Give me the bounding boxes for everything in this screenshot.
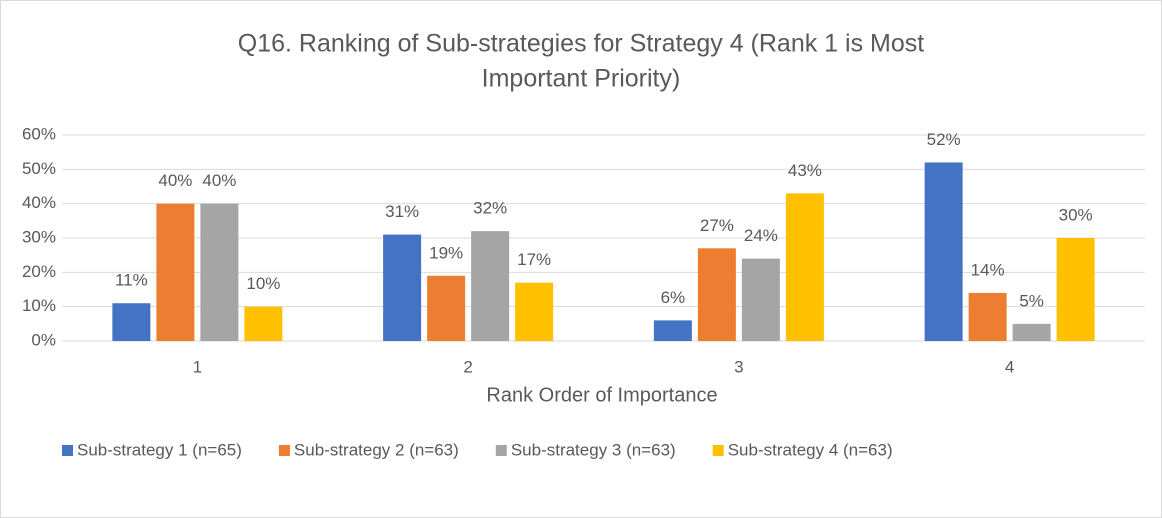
bar <box>968 292 1007 341</box>
bar <box>515 282 554 341</box>
bar <box>785 193 824 341</box>
bar <box>1012 323 1051 341</box>
bar <box>471 231 510 341</box>
value-label: 27% <box>700 216 734 235</box>
value-label: 11% <box>115 271 148 290</box>
x-tick-label: 1 <box>193 357 202 376</box>
y-tick-label: 10% <box>22 296 56 315</box>
legend-label: Sub-strategy 1 (n=65) <box>77 440 242 459</box>
legend-swatch <box>278 445 290 456</box>
y-tick-label: 30% <box>22 227 56 246</box>
value-label: 30% <box>1059 205 1093 224</box>
legend-swatch <box>495 445 507 456</box>
chart-title: Q16. Ranking of Sub-strategies for Strat… <box>238 30 924 58</box>
y-tick-label: 0% <box>31 330 56 349</box>
value-label: 10% <box>246 274 280 293</box>
value-label: 19% <box>429 243 463 262</box>
bar <box>427 275 466 341</box>
bar <box>112 303 151 341</box>
value-label: 52% <box>927 130 961 149</box>
legend-swatch <box>712 445 724 456</box>
legend-label: Sub-strategy 2 (n=63) <box>294 440 459 459</box>
bar <box>924 162 963 341</box>
bar <box>1056 238 1095 341</box>
value-label: 5% <box>1019 291 1044 310</box>
y-tick-label: 50% <box>22 159 56 178</box>
bar <box>741 258 780 341</box>
x-tick-label: 2 <box>463 357 472 376</box>
value-label: 24% <box>744 226 778 245</box>
legend-label: Sub-strategy 4 (n=63) <box>728 440 893 459</box>
y-tick-label: 20% <box>22 262 56 281</box>
legend-label: Sub-strategy 3 (n=63) <box>511 440 676 459</box>
value-label: 6% <box>661 288 686 307</box>
bar <box>383 234 422 341</box>
value-label: 17% <box>517 250 551 269</box>
value-label: 43% <box>788 161 822 180</box>
value-label: 40% <box>202 171 236 190</box>
value-label: 32% <box>473 199 507 218</box>
bar <box>200 203 239 341</box>
bar <box>653 320 692 341</box>
y-tick-label: 40% <box>22 193 56 212</box>
x-axis-title: Rank Order of Importance <box>486 384 717 406</box>
legend-swatch <box>62 445 73 456</box>
value-label: 40% <box>158 171 192 190</box>
bar <box>244 306 283 341</box>
chart-title: Important Priority) <box>482 65 681 93</box>
y-tick-label: 60% <box>22 124 56 143</box>
x-tick-label: 3 <box>734 357 743 376</box>
value-label: 14% <box>971 260 1005 279</box>
bar <box>156 203 195 341</box>
bar <box>697 248 736 341</box>
value-label: 31% <box>385 202 419 221</box>
x-tick-label: 4 <box>1005 357 1014 376</box>
